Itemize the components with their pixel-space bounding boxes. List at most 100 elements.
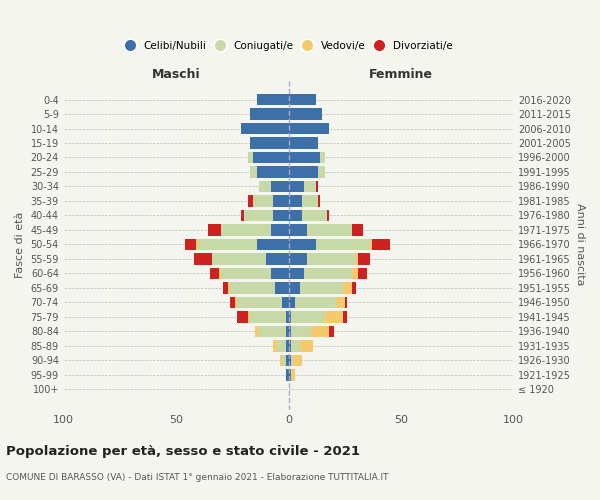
Bar: [318, 195, 320, 207]
Bar: [289, 253, 307, 264]
Bar: [275, 282, 289, 294]
Bar: [307, 224, 352, 235]
Bar: [304, 268, 352, 279]
Bar: [250, 311, 286, 322]
Bar: [199, 238, 257, 250]
Bar: [289, 108, 322, 120]
Bar: [282, 354, 286, 366]
Bar: [221, 268, 271, 279]
Bar: [352, 282, 356, 294]
Bar: [358, 253, 370, 264]
Bar: [257, 94, 289, 106]
Bar: [248, 152, 253, 164]
Bar: [336, 296, 345, 308]
Bar: [291, 326, 311, 337]
Bar: [289, 195, 302, 207]
Bar: [257, 166, 289, 178]
Bar: [304, 180, 316, 192]
Text: COMUNE DI BARASSO (VA) - Dati ISTAT 1° gennaio 2021 - Elaborazione TUTTITALIA.IT: COMUNE DI BARASSO (VA) - Dati ISTAT 1° g…: [6, 473, 389, 482]
Bar: [257, 238, 289, 250]
Bar: [194, 253, 212, 264]
Bar: [293, 354, 302, 366]
Bar: [343, 282, 352, 294]
Bar: [325, 311, 343, 322]
Bar: [253, 152, 289, 164]
Bar: [210, 268, 219, 279]
Bar: [248, 195, 253, 207]
Bar: [286, 369, 289, 380]
Bar: [295, 296, 336, 308]
Y-axis label: Fasce di età: Fasce di età: [15, 211, 25, 278]
Bar: [316, 238, 370, 250]
Bar: [250, 108, 289, 120]
Bar: [289, 268, 304, 279]
Bar: [320, 152, 325, 164]
Bar: [286, 354, 289, 366]
Bar: [289, 282, 300, 294]
Bar: [289, 224, 307, 235]
Bar: [345, 296, 347, 308]
Bar: [291, 354, 293, 366]
Bar: [228, 282, 230, 294]
Bar: [280, 354, 282, 366]
Bar: [289, 152, 320, 164]
Bar: [255, 326, 259, 337]
Bar: [356, 253, 358, 264]
Bar: [311, 326, 329, 337]
Bar: [289, 180, 304, 192]
Bar: [302, 210, 327, 221]
Bar: [282, 296, 289, 308]
Bar: [300, 282, 343, 294]
Bar: [230, 296, 235, 308]
Bar: [271, 268, 289, 279]
Bar: [273, 210, 289, 221]
Bar: [289, 354, 291, 366]
Bar: [291, 311, 325, 322]
Bar: [289, 122, 329, 134]
Bar: [250, 166, 257, 178]
Bar: [343, 311, 347, 322]
Bar: [259, 180, 271, 192]
Bar: [286, 340, 289, 351]
Bar: [327, 210, 329, 221]
Bar: [212, 253, 266, 264]
Bar: [329, 326, 334, 337]
Bar: [235, 296, 237, 308]
Bar: [196, 238, 199, 250]
Bar: [289, 296, 295, 308]
Bar: [241, 122, 289, 134]
Y-axis label: Anni di nascita: Anni di nascita: [575, 203, 585, 285]
Bar: [271, 180, 289, 192]
Bar: [250, 137, 289, 149]
Bar: [307, 253, 356, 264]
Bar: [289, 210, 302, 221]
Bar: [289, 369, 291, 380]
Bar: [253, 195, 273, 207]
Bar: [352, 268, 358, 279]
Bar: [266, 253, 289, 264]
Bar: [241, 210, 244, 221]
Bar: [289, 137, 318, 149]
Bar: [291, 340, 300, 351]
Text: Popolazione per età, sesso e stato civile - 2021: Popolazione per età, sesso e stato civil…: [6, 445, 360, 458]
Bar: [221, 224, 271, 235]
Text: Maschi: Maschi: [152, 68, 200, 80]
Bar: [185, 238, 196, 250]
Bar: [289, 340, 291, 351]
Bar: [289, 326, 291, 337]
Bar: [259, 326, 286, 337]
Bar: [302, 195, 318, 207]
Bar: [208, 224, 221, 235]
Bar: [318, 166, 325, 178]
Bar: [370, 238, 372, 250]
Bar: [277, 340, 286, 351]
Bar: [273, 195, 289, 207]
Bar: [273, 340, 277, 351]
Bar: [289, 311, 291, 322]
Legend: Celibi/Nubili, Coniugati/e, Vedovi/e, Divorziati/e: Celibi/Nubili, Coniugati/e, Vedovi/e, Di…: [122, 38, 455, 54]
Bar: [271, 224, 289, 235]
Bar: [291, 369, 295, 380]
Bar: [286, 326, 289, 337]
Bar: [286, 311, 289, 322]
Bar: [219, 268, 221, 279]
